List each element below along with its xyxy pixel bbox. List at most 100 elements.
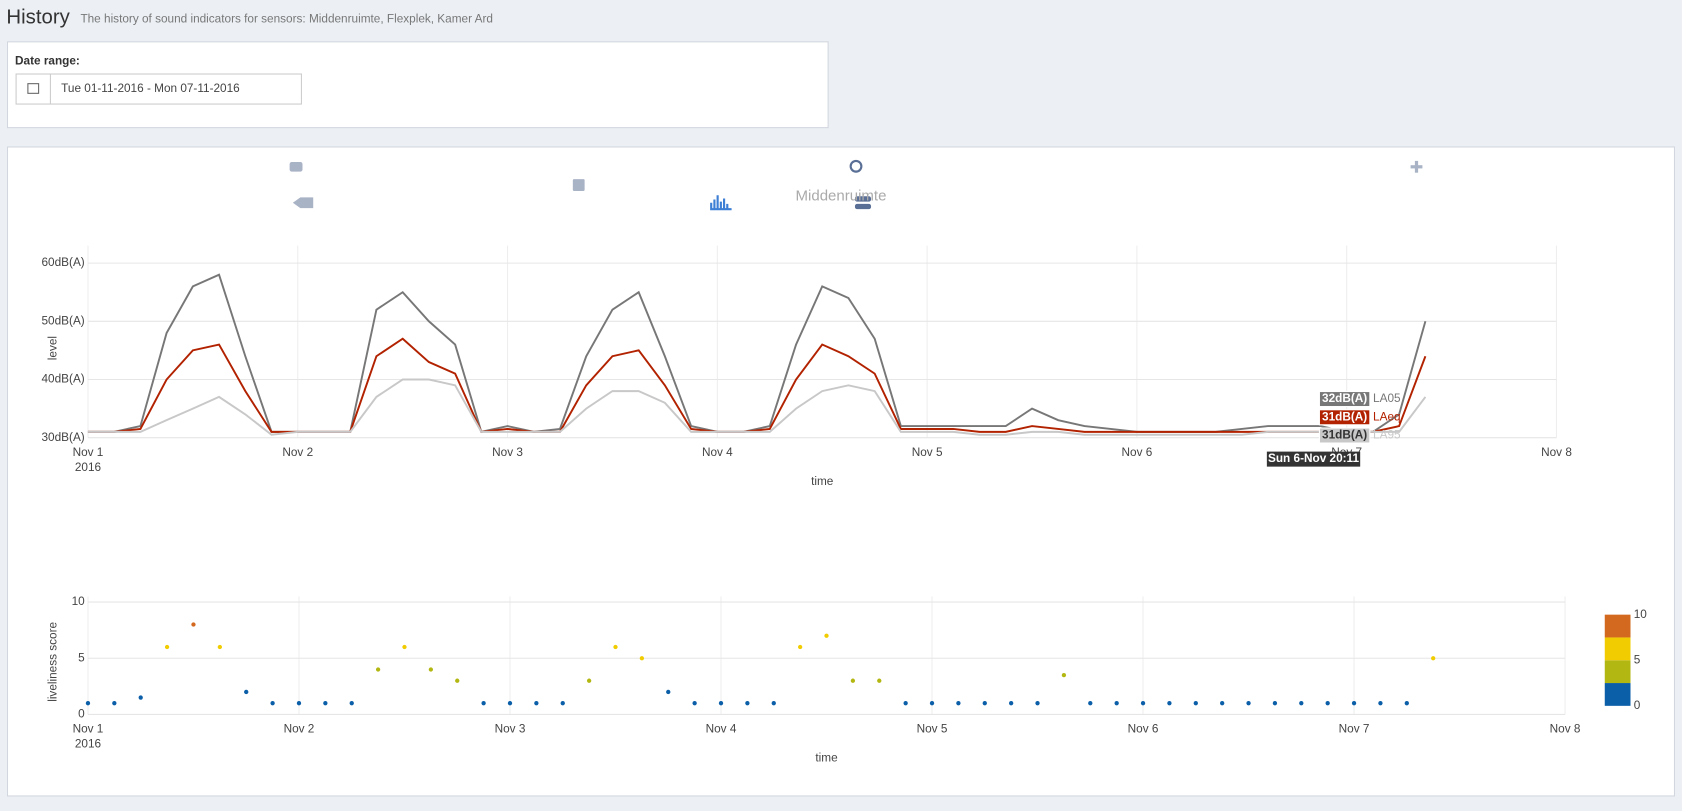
x-year-label: 2016 bbox=[75, 738, 102, 751]
point bbox=[1114, 701, 1119, 706]
point bbox=[850, 678, 856, 683]
point bbox=[745, 701, 750, 706]
y-axis-title: level bbox=[47, 336, 60, 360]
point bbox=[982, 701, 987, 706]
y-axis-title: liveliness score bbox=[47, 621, 60, 701]
point bbox=[1378, 701, 1383, 706]
point bbox=[85, 701, 91, 706]
point bbox=[1431, 656, 1436, 661]
hover-box bbox=[1318, 427, 1371, 444]
point bbox=[1061, 672, 1067, 678]
y-tick-label: 5 bbox=[78, 651, 85, 664]
x-tick-label: Nov 2 bbox=[284, 723, 315, 736]
hover-value: 31dB(A) bbox=[1322, 429, 1367, 442]
x-tick-label: Nov 1 bbox=[73, 723, 104, 736]
point bbox=[507, 701, 513, 706]
colorbar-tick-label: 0 bbox=[1634, 699, 1641, 712]
y-tick-label: 30dB(A) bbox=[42, 431, 85, 444]
x-tick-label: Nov 2 bbox=[282, 446, 313, 459]
calendar-icon bbox=[27, 83, 40, 94]
point bbox=[1140, 701, 1146, 706]
point bbox=[428, 667, 434, 672]
point bbox=[296, 701, 302, 706]
toolbar bbox=[289, 159, 1423, 211]
point bbox=[455, 678, 460, 683]
point bbox=[903, 701, 908, 706]
point bbox=[1299, 701, 1304, 706]
point bbox=[666, 689, 671, 695]
point bbox=[1220, 701, 1225, 706]
camera-icon[interactable] bbox=[289, 161, 303, 172]
x-tick-label: Nov 8 bbox=[1541, 446, 1572, 459]
x-tick-label: Nov 5 bbox=[912, 446, 943, 459]
colorbar-tick-label: 5 bbox=[1634, 653, 1641, 666]
back-icon[interactable] bbox=[292, 197, 314, 209]
hover-value: 32dB(A) bbox=[1322, 392, 1367, 405]
point bbox=[824, 633, 829, 638]
hover-x-box bbox=[1266, 451, 1361, 467]
hover-name: LA95 bbox=[1373, 429, 1401, 442]
point bbox=[1272, 701, 1278, 706]
chart-card bbox=[6, 146, 1676, 797]
hover-value: 31dB(A) bbox=[1322, 410, 1367, 423]
point bbox=[481, 701, 486, 706]
x-tick-label: Nov 3 bbox=[495, 723, 526, 736]
date-value: Tue 01-11-2016 - Mon 07-11-2016 bbox=[61, 82, 240, 95]
hover-box bbox=[1318, 390, 1371, 408]
x-tick-label: Nov 5 bbox=[917, 723, 948, 736]
point bbox=[797, 644, 803, 650]
colorbar-band bbox=[1604, 683, 1631, 706]
zoom-icon[interactable] bbox=[849, 159, 863, 173]
compare-icon[interactable] bbox=[854, 203, 872, 210]
point bbox=[217, 644, 222, 650]
y-tick-label: 50dB(A) bbox=[42, 314, 85, 327]
point bbox=[956, 701, 961, 706]
x-tick-label: Nov 6 bbox=[1122, 446, 1153, 459]
x-year-label: 2016 bbox=[75, 461, 102, 474]
date-label: Date range: bbox=[15, 54, 80, 67]
colorbar-band bbox=[1604, 660, 1631, 684]
point bbox=[1193, 701, 1198, 706]
point bbox=[1351, 701, 1357, 706]
zoom-in-icon[interactable] bbox=[572, 179, 585, 191]
y-tick-label: 40dB(A) bbox=[42, 373, 85, 386]
y-tick-label: 10 bbox=[72, 595, 86, 608]
point bbox=[877, 678, 882, 683]
x-tick-label: Nov 3 bbox=[492, 446, 523, 459]
point bbox=[718, 701, 724, 706]
compare-icon[interactable] bbox=[854, 196, 872, 202]
date-input[interactable] bbox=[15, 73, 302, 105]
point bbox=[1035, 701, 1040, 706]
point bbox=[1404, 701, 1409, 706]
x-tick-label: Nov 4 bbox=[706, 723, 737, 736]
hover-box bbox=[1318, 409, 1371, 426]
point bbox=[375, 667, 381, 672]
point bbox=[402, 644, 407, 650]
point bbox=[1088, 701, 1093, 706]
colorbar-band bbox=[1604, 614, 1631, 638]
page-subtitle: The history of sound indicators for sens… bbox=[80, 12, 493, 25]
point bbox=[613, 644, 618, 650]
hover-icon[interactable] bbox=[710, 195, 732, 211]
point bbox=[692, 701, 697, 706]
point bbox=[164, 644, 170, 650]
chart-title: Middenruimte bbox=[796, 187, 887, 204]
point bbox=[270, 701, 275, 706]
point bbox=[534, 701, 539, 706]
hover-x-label: Sun 6-Nov 20:11 bbox=[1268, 452, 1359, 465]
pan-icon[interactable] bbox=[1410, 165, 1423, 169]
line-series bbox=[87, 378, 1427, 436]
x-axis-title: time bbox=[811, 475, 834, 488]
point bbox=[1167, 701, 1172, 706]
point bbox=[929, 701, 935, 706]
x-tick-label: Nov 6 bbox=[1128, 723, 1159, 736]
x-tick-label: Nov 1 bbox=[73, 446, 104, 459]
x-tick-label: Nov 8 bbox=[1550, 723, 1581, 736]
point bbox=[639, 656, 645, 661]
hover-name: LA05 bbox=[1373, 392, 1401, 405]
point bbox=[1246, 701, 1251, 706]
point bbox=[138, 695, 143, 700]
point bbox=[1325, 701, 1330, 706]
